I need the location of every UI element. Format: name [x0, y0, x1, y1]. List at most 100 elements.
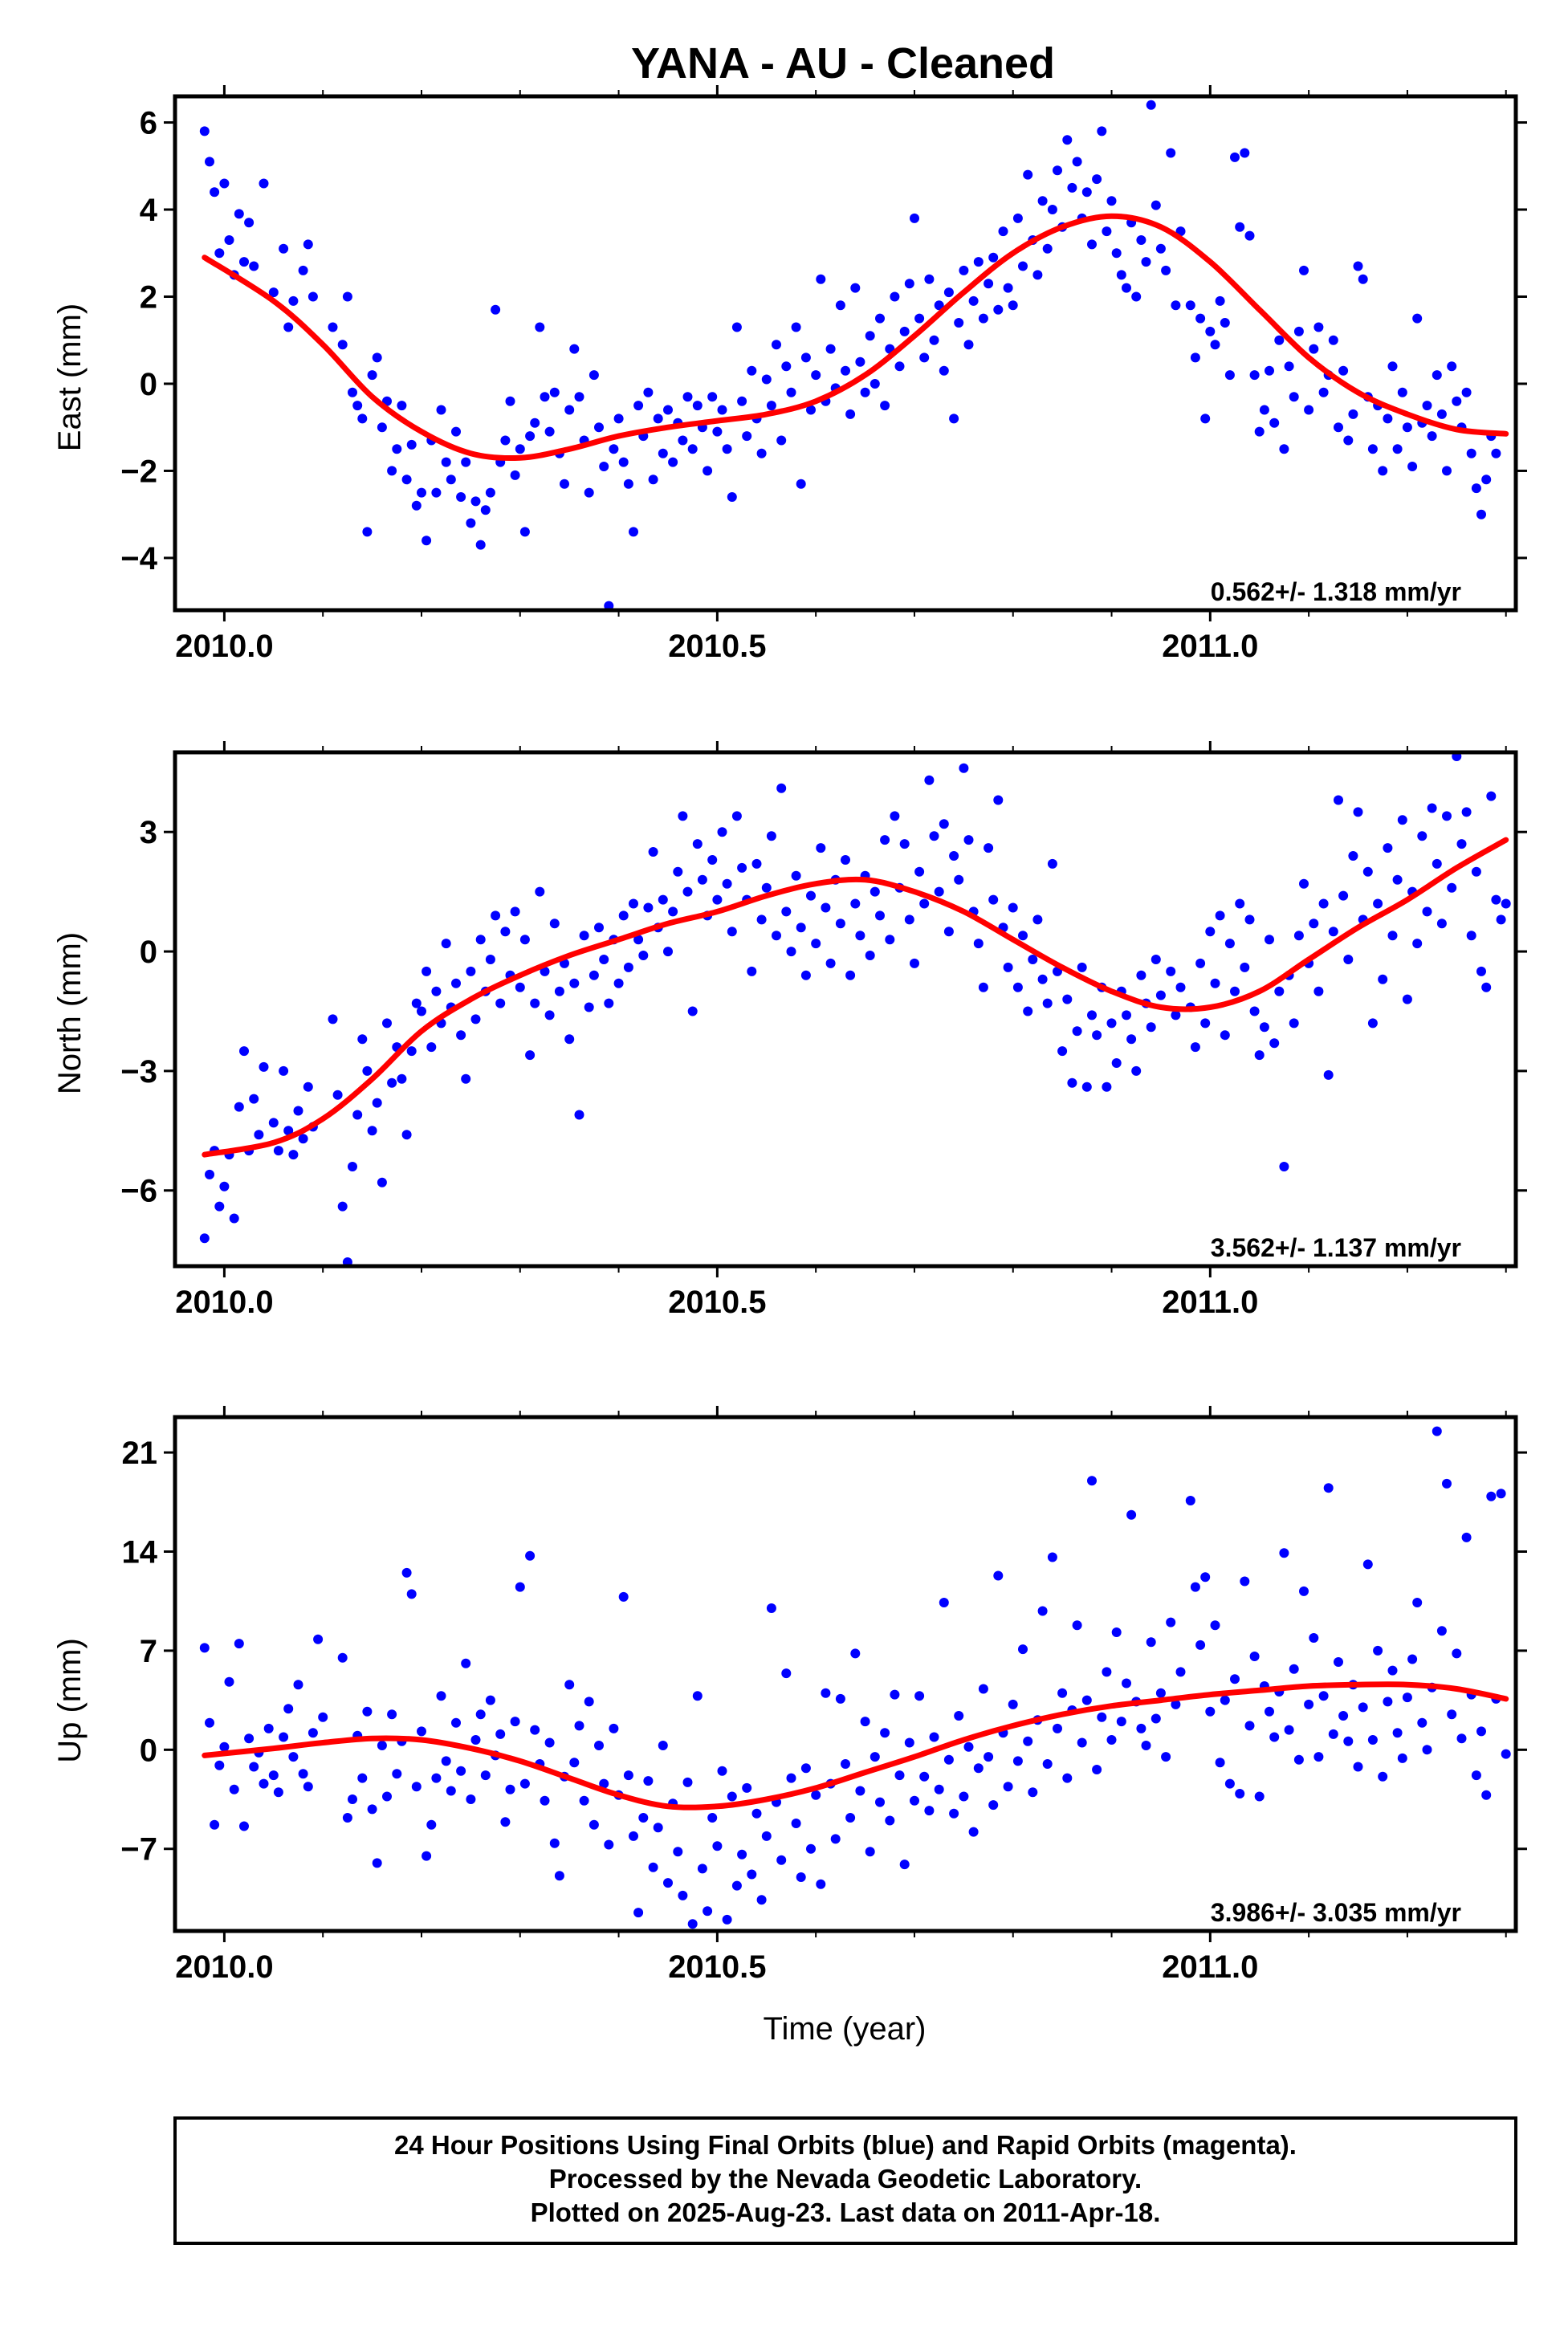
data-point: [554, 1871, 564, 1881]
data-point: [929, 1732, 939, 1742]
data-point: [914, 1691, 925, 1701]
data-point: [1269, 1732, 1280, 1742]
data-point: [737, 396, 747, 406]
data-point: [954, 318, 964, 328]
data-point: [1304, 405, 1314, 415]
data-point: [692, 1691, 703, 1701]
data-point: [283, 1704, 294, 1714]
data-point: [949, 1808, 959, 1819]
data-point: [530, 998, 540, 1008]
data-point: [1387, 361, 1398, 372]
data-point: [890, 291, 900, 302]
data-point: [929, 831, 939, 841]
y-tick-label: 6: [140, 106, 157, 141]
data-point: [825, 344, 836, 354]
y-tick-label: 7: [140, 1634, 157, 1669]
data-point: [910, 213, 919, 223]
data-point: [618, 457, 629, 467]
data-point: [1383, 1697, 1393, 1707]
data-point: [910, 958, 919, 968]
data-point: [461, 1658, 471, 1668]
data-point: [357, 1034, 368, 1045]
data-point: [446, 475, 456, 485]
data-point: [1230, 152, 1240, 162]
data-point: [954, 1711, 964, 1721]
data-point: [1442, 1478, 1452, 1489]
data-point: [678, 1890, 688, 1900]
data-point: [1224, 939, 1235, 949]
fit-curve: [202, 213, 1509, 461]
data-point: [268, 1118, 279, 1128]
data-point: [1274, 335, 1285, 345]
data-point: [1447, 882, 1457, 893]
data-point: [263, 1723, 274, 1733]
data-point: [1166, 148, 1176, 158]
data-point: [959, 763, 969, 773]
data-point: [993, 304, 1004, 315]
data-point: [1353, 1762, 1363, 1772]
data-point: [841, 855, 850, 865]
data-point: [1486, 791, 1497, 801]
data-point: [772, 931, 781, 941]
x-tick-label: 2011.0: [1162, 629, 1258, 664]
data-point: [239, 1046, 249, 1057]
data-point: [1023, 1736, 1033, 1746]
data-point: [224, 1676, 234, 1687]
data-point: [1318, 1691, 1329, 1701]
data-point: [254, 1130, 264, 1140]
data-point: [678, 811, 688, 821]
data-point: [549, 919, 560, 929]
data-point: [1313, 1752, 1324, 1762]
data-point: [648, 1862, 658, 1872]
data-point: [362, 527, 373, 537]
data-point: [422, 1851, 432, 1861]
data-point: [480, 1770, 491, 1781]
data-point: [811, 370, 821, 381]
data-point: [850, 283, 861, 293]
data-point: [377, 1177, 387, 1187]
data-point: [870, 886, 880, 897]
data-point: [638, 1813, 649, 1823]
data-point: [1171, 300, 1181, 311]
data-point: [806, 405, 816, 415]
data-point: [273, 1787, 283, 1798]
y-tick-label: 0: [140, 935, 157, 970]
data-point: [1047, 205, 1057, 214]
y-axis-label-up: Up (mm): [52, 1638, 88, 1763]
data-point: [466, 518, 476, 528]
data-point: [540, 1795, 550, 1806]
data-point: [1200, 413, 1211, 424]
data-point: [1442, 811, 1452, 821]
data-point: [692, 401, 703, 411]
data-point: [441, 1756, 451, 1766]
data-point: [1240, 148, 1250, 158]
data-point: [1452, 1648, 1462, 1659]
data-point: [229, 1213, 239, 1224]
data-point: [1452, 396, 1462, 406]
data-point: [880, 401, 890, 411]
data-point: [707, 855, 718, 865]
data-point: [372, 352, 382, 363]
data-point: [623, 962, 633, 972]
data-point: [604, 601, 614, 610]
data-point: [875, 1797, 885, 1807]
data-point: [875, 313, 885, 324]
data-point: [411, 500, 422, 511]
data-point: [1309, 919, 1319, 929]
data-point: [337, 1201, 348, 1212]
data-point: [1240, 962, 1250, 972]
data-point: [870, 379, 880, 389]
data-point: [1171, 1010, 1181, 1020]
data-point: [1028, 955, 1038, 964]
data-point: [1062, 135, 1073, 145]
data-point: [1111, 1627, 1122, 1637]
data-point: [638, 951, 649, 960]
data-points: [199, 752, 1511, 1266]
data-point: [629, 1831, 638, 1841]
data-point: [1348, 851, 1358, 861]
data-point: [279, 1732, 289, 1742]
data-point: [623, 1770, 633, 1781]
data-point: [1367, 1018, 1378, 1029]
data-point: [1427, 803, 1437, 813]
